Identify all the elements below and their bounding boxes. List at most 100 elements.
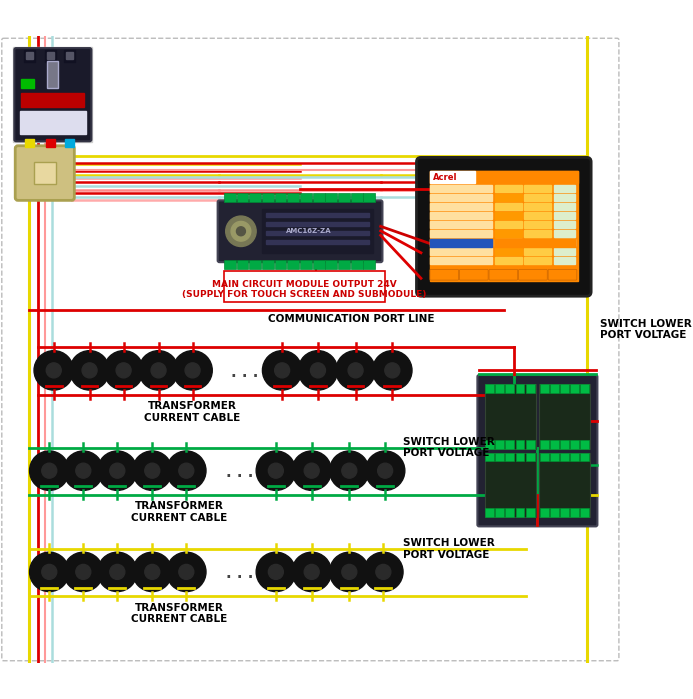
Bar: [526, 440, 535, 449]
FancyBboxPatch shape: [459, 269, 488, 280]
Circle shape: [145, 564, 160, 579]
Bar: [550, 440, 559, 449]
Bar: [495, 203, 522, 210]
Bar: [550, 384, 559, 393]
Bar: [570, 440, 579, 449]
Circle shape: [226, 216, 256, 247]
Bar: [430, 212, 492, 219]
Bar: [313, 193, 324, 202]
FancyBboxPatch shape: [15, 48, 91, 141]
Bar: [570, 508, 579, 517]
Circle shape: [132, 451, 172, 491]
Circle shape: [76, 564, 91, 579]
Bar: [485, 508, 494, 517]
Bar: [266, 240, 369, 244]
Bar: [266, 213, 369, 217]
Bar: [581, 440, 589, 449]
Circle shape: [263, 351, 302, 390]
Bar: [540, 440, 548, 449]
Bar: [67, 52, 73, 59]
Bar: [525, 212, 551, 219]
Circle shape: [139, 351, 178, 390]
Bar: [525, 221, 551, 228]
Circle shape: [342, 463, 357, 478]
Text: . . . . . .: . . . . . .: [226, 465, 286, 480]
Bar: [313, 261, 324, 269]
Bar: [485, 384, 494, 393]
Bar: [495, 212, 522, 219]
Text: SWITCH LOWER
PORT VOLTAGE: SWITCH LOWER PORT VOLTAGE: [403, 538, 495, 560]
Bar: [495, 239, 522, 246]
Bar: [540, 508, 548, 517]
Bar: [540, 384, 548, 393]
Bar: [364, 261, 376, 269]
Bar: [554, 212, 574, 219]
Bar: [554, 257, 574, 264]
Bar: [554, 185, 574, 192]
Bar: [338, 261, 350, 269]
Text: . . . . . .: . . . . . .: [231, 365, 291, 380]
Bar: [64, 50, 76, 62]
Circle shape: [342, 564, 357, 579]
Bar: [554, 221, 574, 228]
Circle shape: [30, 451, 69, 491]
Bar: [554, 230, 574, 237]
Bar: [430, 203, 492, 210]
Text: MAIN CIRCUIT MODULE OUTPUT 24V
(SUPPLY FOR TOUCH SCREEN AND SUBMODULE): MAIN CIRCUIT MODULE OUTPUT 24V (SUPPLY F…: [182, 280, 427, 299]
Bar: [34, 162, 55, 184]
Bar: [525, 194, 551, 201]
Circle shape: [70, 351, 109, 390]
Circle shape: [42, 463, 57, 478]
Bar: [46, 140, 55, 147]
Bar: [495, 440, 504, 449]
Circle shape: [378, 463, 393, 478]
Text: Acrel: Acrel: [432, 173, 457, 182]
Circle shape: [116, 363, 131, 378]
Circle shape: [132, 552, 172, 591]
Circle shape: [292, 451, 331, 491]
Circle shape: [173, 351, 212, 390]
Bar: [430, 230, 492, 237]
Circle shape: [185, 363, 200, 378]
Circle shape: [166, 451, 206, 491]
Bar: [539, 452, 590, 517]
Bar: [430, 185, 492, 192]
Bar: [516, 384, 525, 393]
Circle shape: [76, 463, 91, 478]
FancyBboxPatch shape: [218, 201, 383, 262]
Circle shape: [110, 564, 125, 579]
Bar: [430, 257, 492, 264]
Circle shape: [304, 463, 319, 478]
Bar: [505, 452, 514, 461]
Bar: [430, 171, 578, 281]
Bar: [47, 61, 58, 87]
Bar: [539, 384, 590, 449]
Bar: [525, 203, 551, 210]
Bar: [21, 80, 34, 88]
Circle shape: [64, 552, 103, 591]
Circle shape: [385, 363, 400, 378]
Bar: [300, 193, 312, 202]
Circle shape: [292, 552, 331, 591]
Text: . . . . . .: . . . . . .: [226, 566, 286, 582]
Circle shape: [274, 363, 290, 378]
Circle shape: [310, 363, 326, 378]
Bar: [560, 440, 569, 449]
Bar: [560, 508, 569, 517]
Bar: [263, 209, 374, 253]
Bar: [560, 384, 569, 393]
Bar: [495, 239, 574, 247]
Bar: [351, 261, 362, 269]
Bar: [46, 52, 54, 59]
Bar: [550, 508, 559, 517]
Circle shape: [98, 552, 137, 591]
Bar: [525, 239, 551, 246]
Bar: [338, 193, 350, 202]
Bar: [13, 48, 92, 142]
Bar: [550, 452, 559, 461]
Bar: [485, 452, 494, 461]
Bar: [262, 261, 274, 269]
Bar: [505, 440, 514, 449]
Bar: [326, 193, 337, 202]
Bar: [274, 261, 286, 269]
